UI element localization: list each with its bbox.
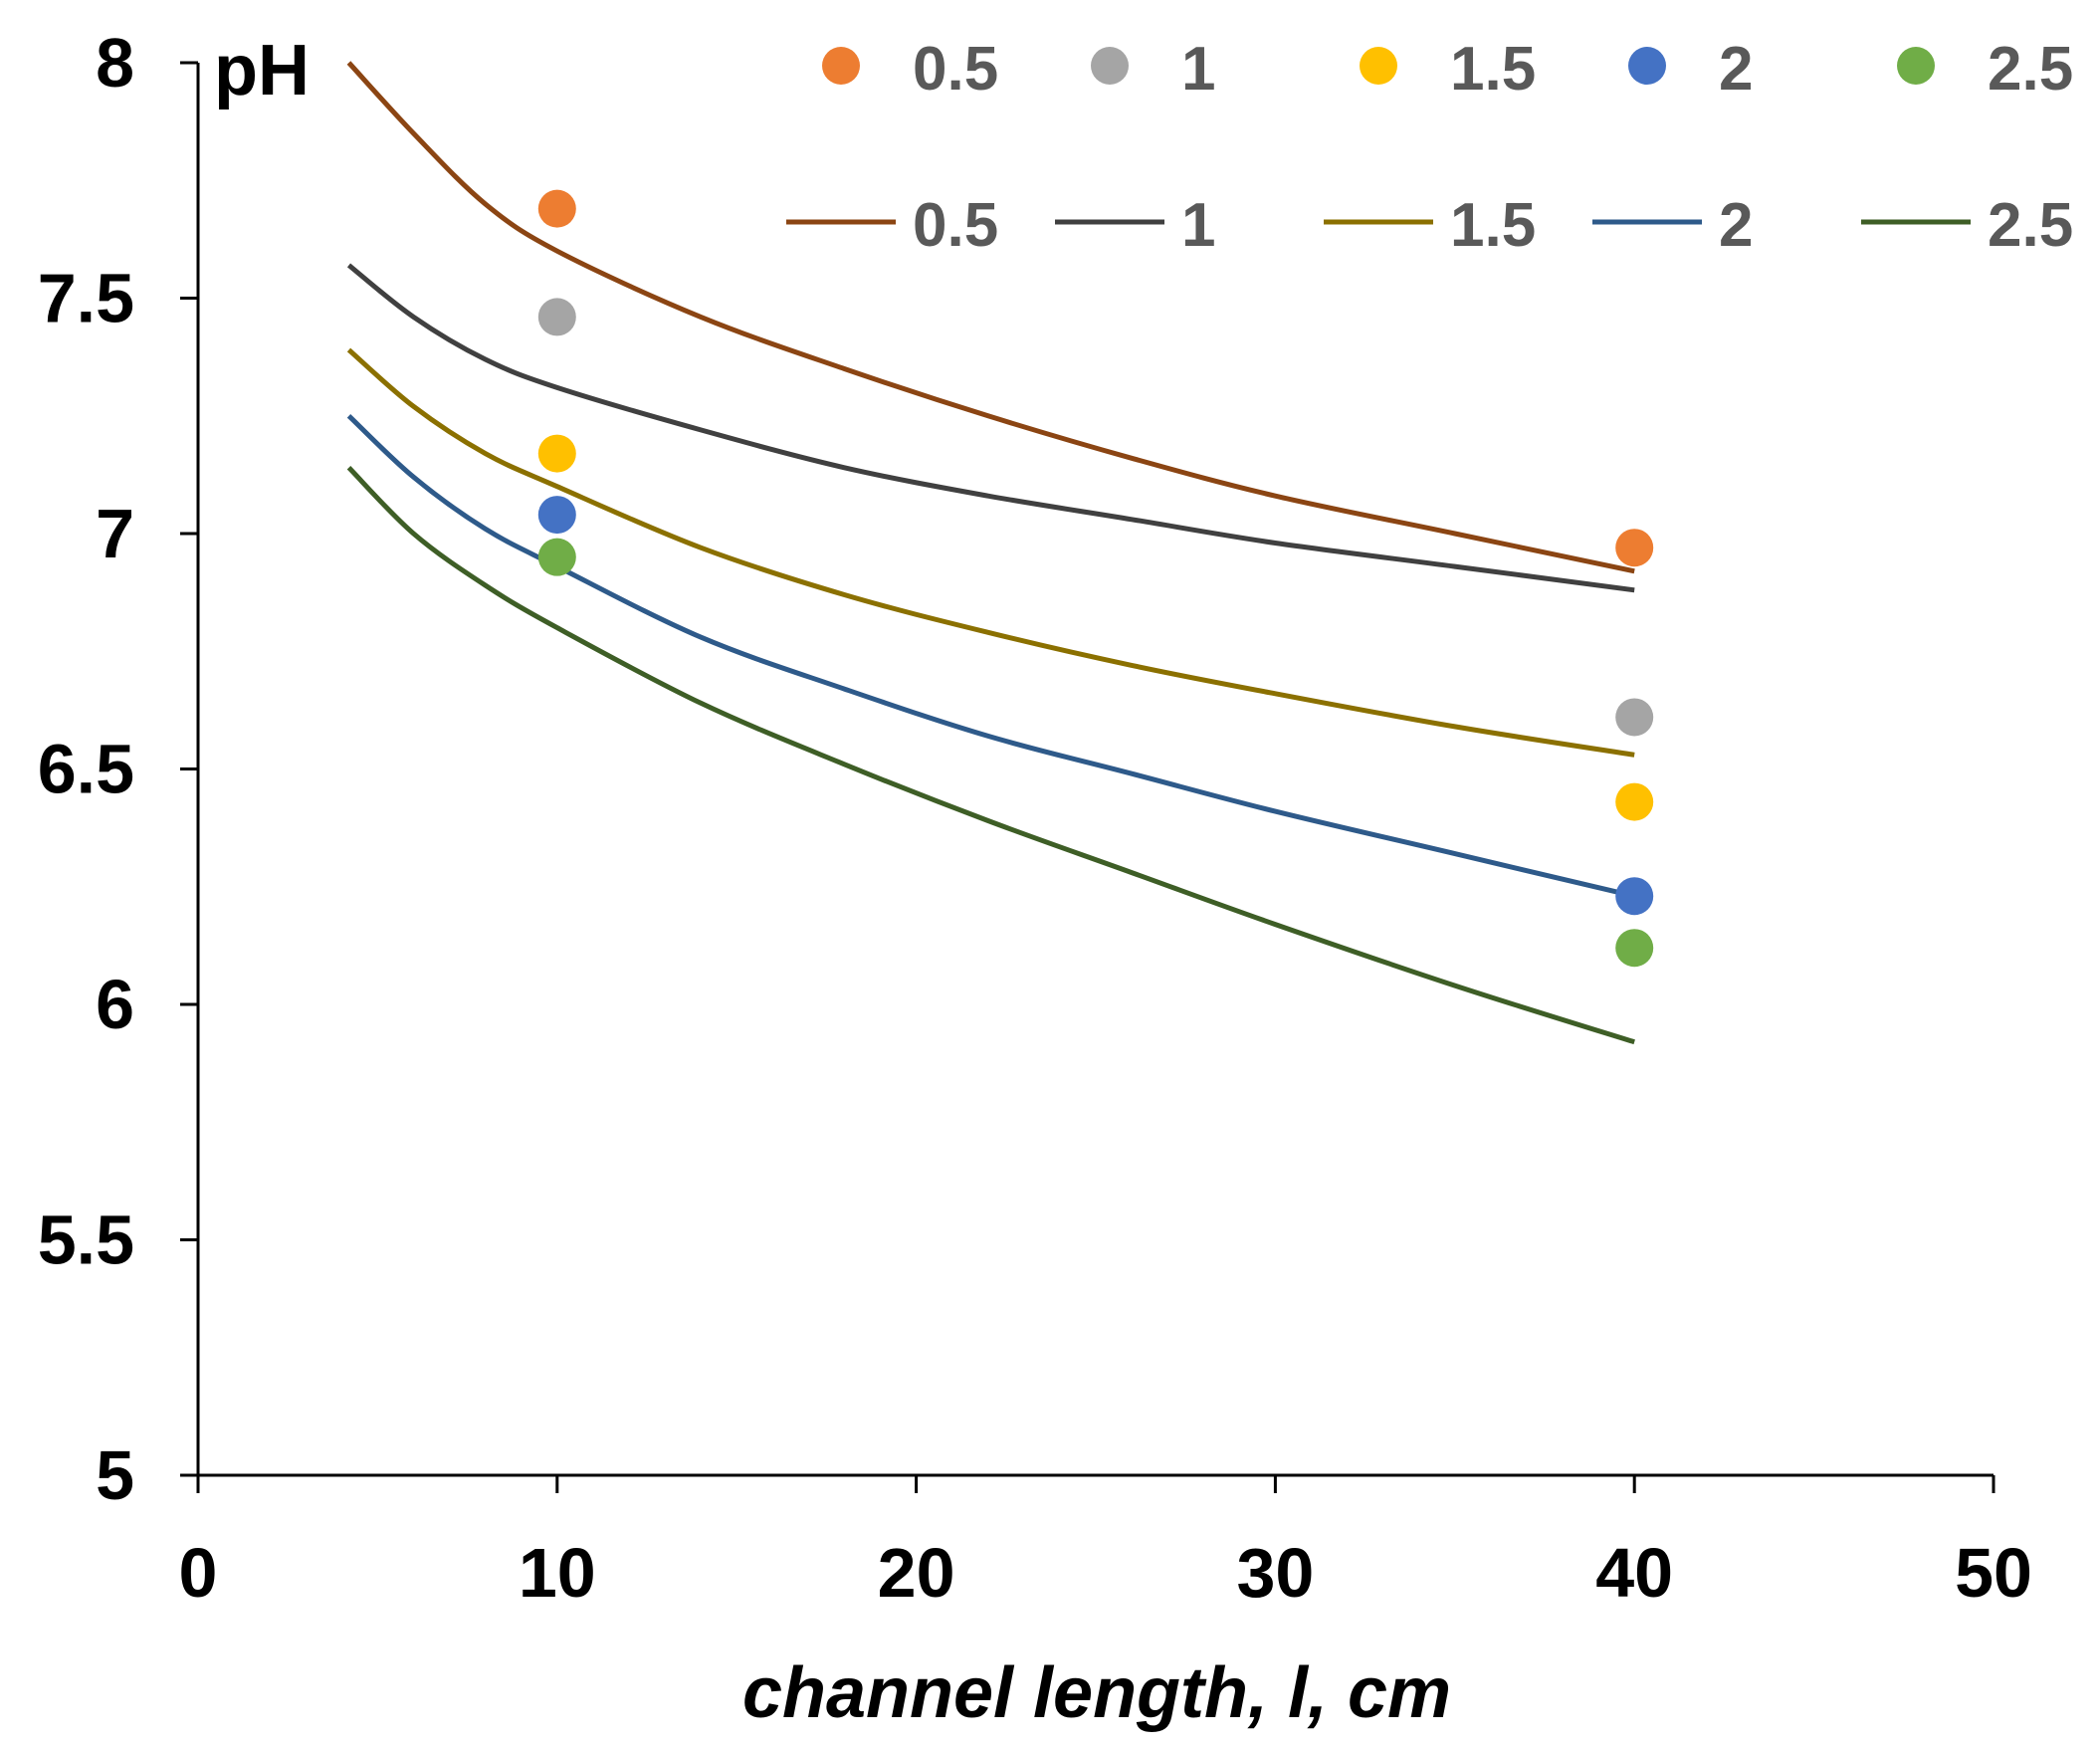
line-series-1 (346, 263, 1635, 593)
legend-label: 2.5 (1988, 191, 2073, 260)
x-tick-label: 50 (1955, 1534, 2032, 1612)
y-tick-label: 7 (96, 495, 134, 572)
legend-label: 2 (1719, 191, 1753, 260)
x-tick-label: 0 (179, 1534, 218, 1612)
legend-marker-1 (1091, 47, 1129, 85)
data-point-0.5 (1615, 529, 1654, 567)
y-tick-label: 6.5 (38, 731, 134, 808)
legend-label: 0.5 (913, 191, 998, 260)
x-tick-label: 30 (1236, 1534, 1314, 1612)
x-tick-label: 10 (519, 1534, 596, 1612)
line-series-group (346, 61, 1635, 1045)
y-tick-label: 6 (96, 966, 134, 1043)
axes (180, 61, 1995, 1493)
legend-marker-0.5 (822, 47, 860, 85)
legend-label: 1 (1181, 35, 1215, 104)
legend-label: 1.5 (1450, 35, 1536, 104)
tick-labels: 5 5.5 6 6.5 7 7.5 8 0 10 20 30 40 50 (38, 24, 2032, 1612)
y-axis-title: pH (214, 31, 310, 110)
data-point-2 (537, 496, 576, 535)
legend-label: 2.5 (1988, 35, 2073, 104)
legend-marker-2.5 (1897, 47, 1935, 85)
line-series-0.5 (346, 61, 1635, 574)
y-tick-label: 5.5 (38, 1202, 134, 1279)
data-point-1 (537, 298, 576, 336)
line-series-2.5 (346, 466, 1635, 1045)
data-point-2 (1615, 877, 1654, 916)
legend-label: 1 (1181, 191, 1215, 260)
x-tick-label: 20 (878, 1534, 955, 1612)
y-tick-label: 5 (96, 1436, 134, 1514)
y-tick-label: 7.5 (38, 260, 134, 337)
data-point-1 (1615, 698, 1654, 737)
data-point-2.5 (1615, 929, 1654, 968)
legend: 0.5 1 1.5 2 2.5 0.5 1 1.5 2 2.5 (786, 35, 2073, 260)
x-tick-label: 40 (1595, 1534, 1673, 1612)
data-point-2.5 (537, 538, 576, 576)
legend-marker-2 (1628, 47, 1666, 85)
data-point-1.5 (537, 434, 576, 473)
line-series-1.5 (346, 347, 1635, 758)
legend-label: 1.5 (1450, 191, 1536, 260)
legend-marker-1.5 (1360, 47, 1397, 85)
y-tick-label: 8 (96, 24, 134, 102)
x-axis-title: channel length, l, cm (742, 1653, 1451, 1733)
data-point-1.5 (1615, 782, 1654, 821)
legend-label: 2 (1719, 35, 1753, 104)
point-series-group (537, 189, 1654, 968)
data-point-0.5 (537, 189, 576, 228)
legend-label: 0.5 (913, 35, 998, 104)
line-series-2 (346, 413, 1635, 899)
